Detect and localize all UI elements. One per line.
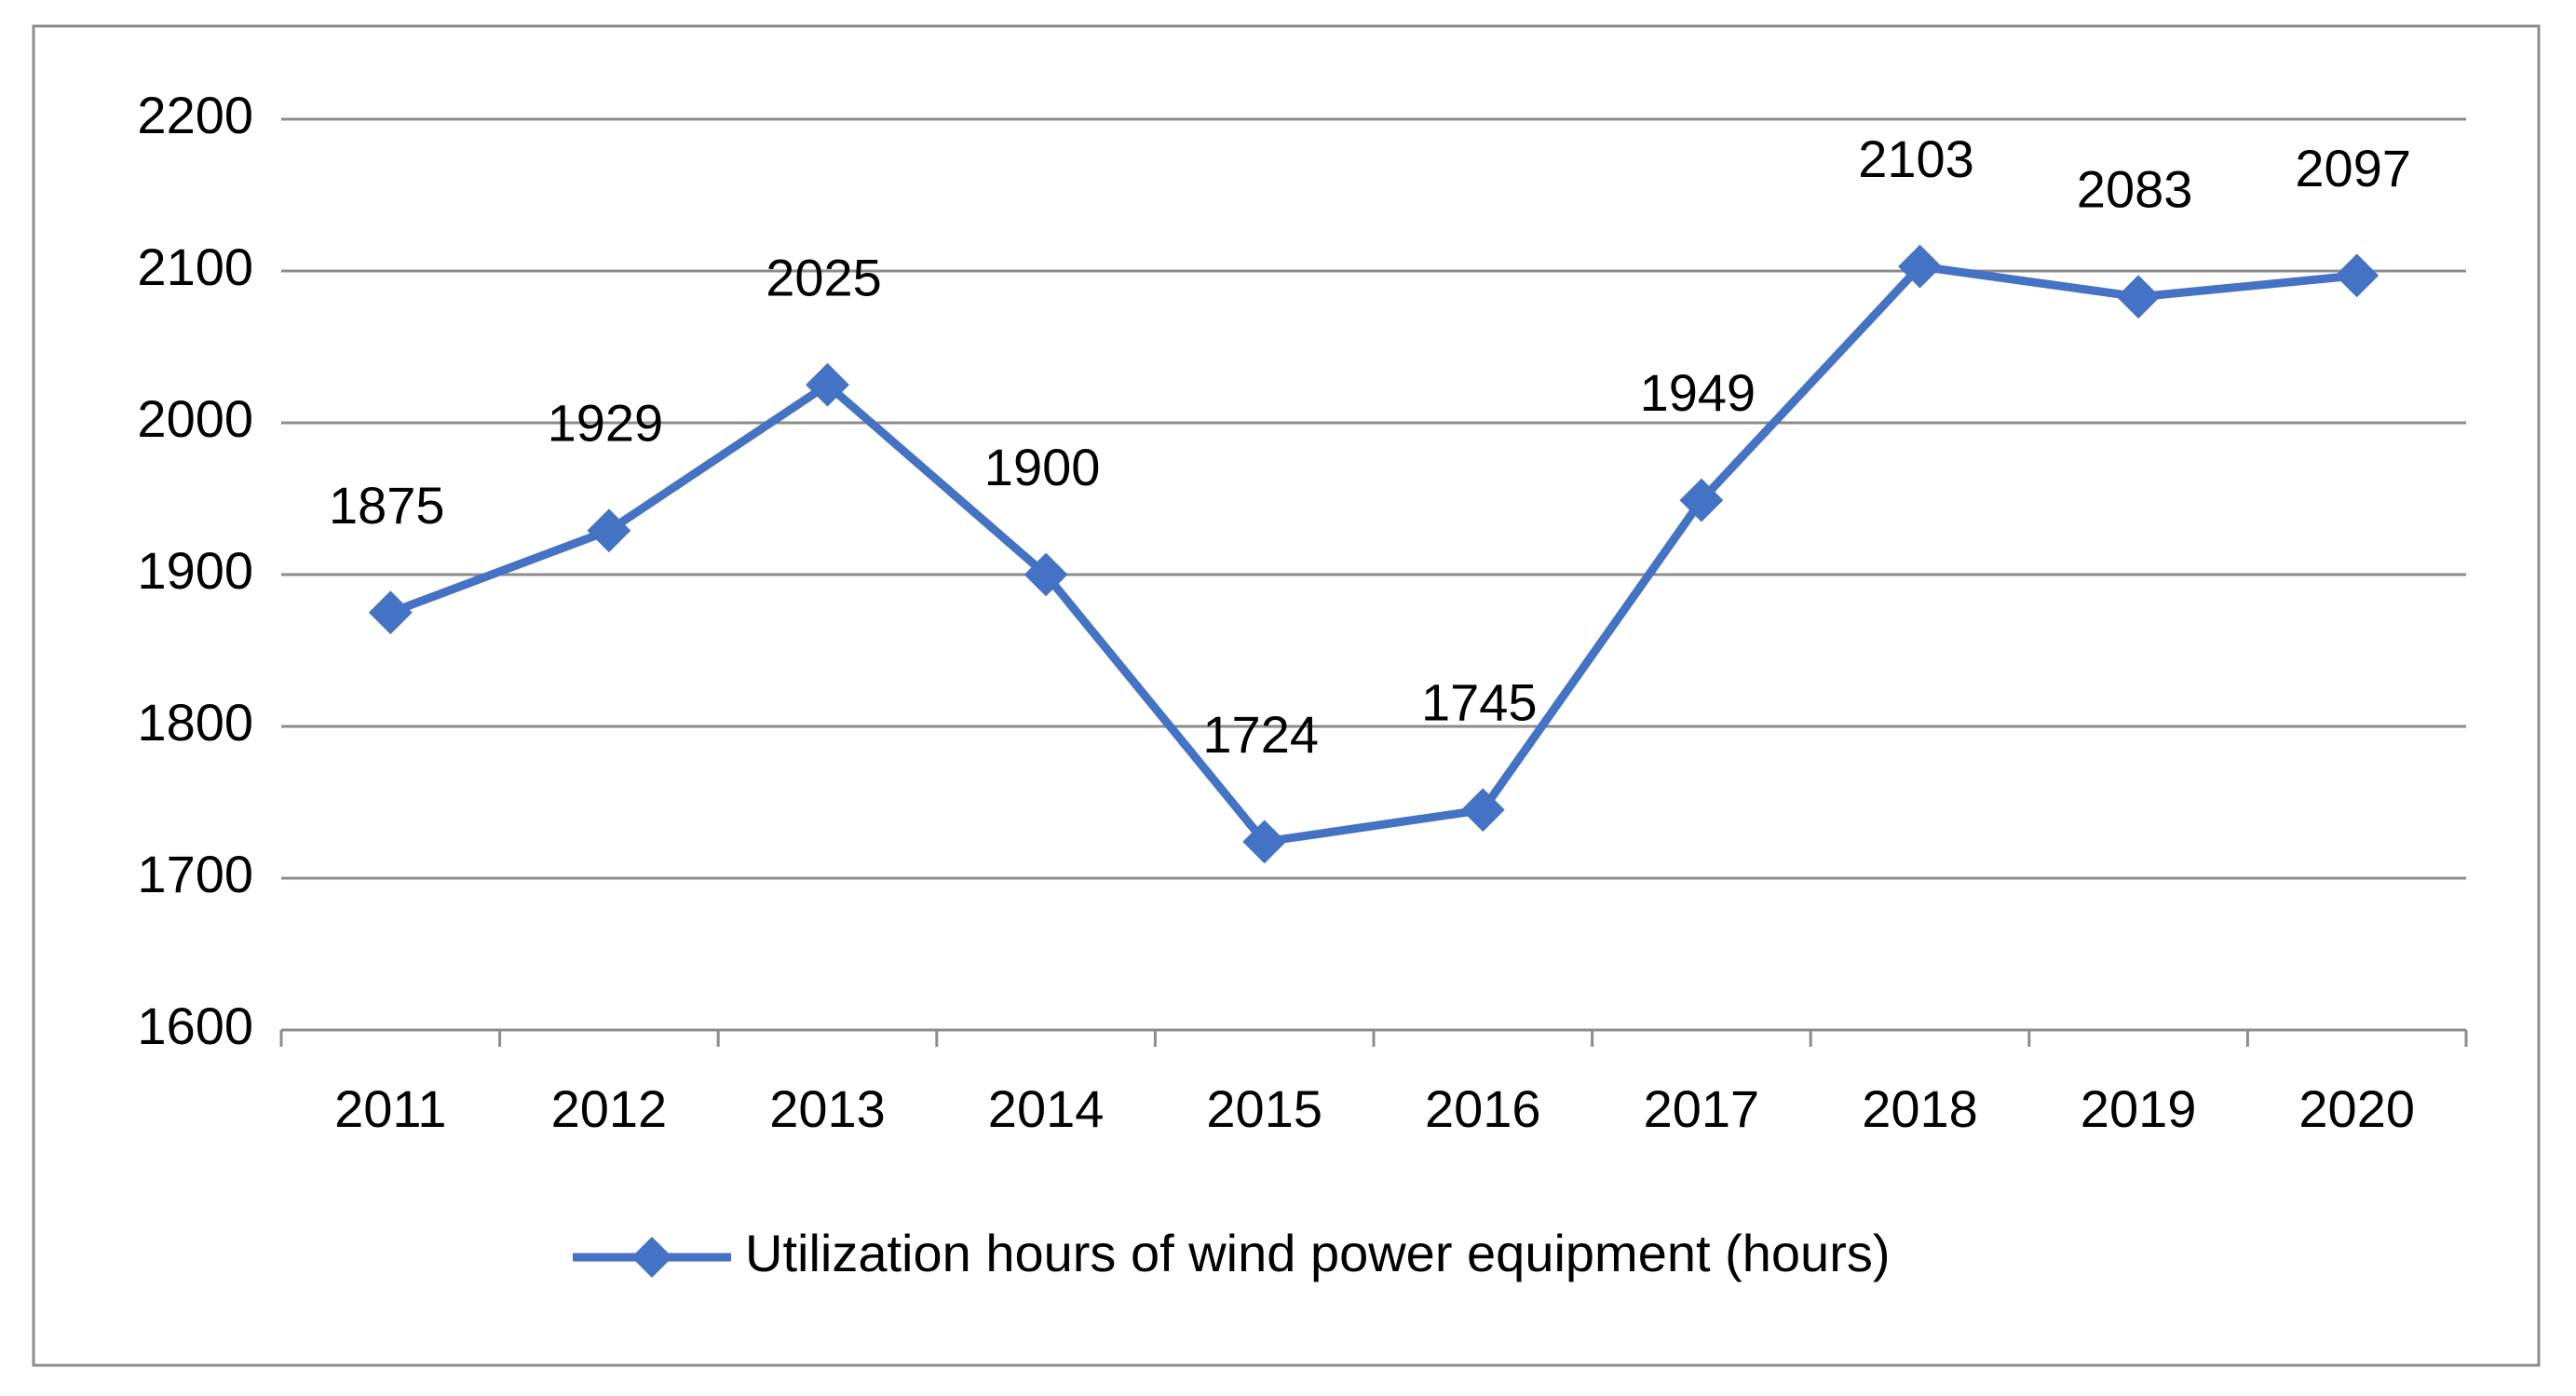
legend-label: Utilization hours of wind power equipmen… — [745, 1224, 1890, 1282]
data-point-2012 — [587, 508, 631, 553]
legend: Utilization hours of wind power equipmen… — [573, 1224, 1890, 1282]
y-tick-label: 2200 — [137, 86, 253, 144]
legend-marker-diamond — [631, 1237, 672, 1278]
x-tick-label-2013: 2013 — [769, 1079, 886, 1138]
data-point-2020 — [2335, 253, 2379, 298]
data-point-2013 — [806, 362, 849, 407]
data-label-2016: 1745 — [1421, 673, 1538, 732]
x-tick-label-2016: 2016 — [1425, 1079, 1541, 1138]
data-label-2011: 1875 — [329, 476, 445, 535]
data-label-2017: 1949 — [1640, 363, 1756, 422]
data-point-2011 — [368, 590, 413, 635]
x-tick-label-2019: 2019 — [2081, 1079, 2197, 1138]
x-tick-label-2014: 2014 — [988, 1079, 1105, 1138]
y-axis: 1600 1700 1800 1900 2000 2100 2200 — [137, 86, 253, 1055]
x-tick-label-2017: 2017 — [1644, 1079, 1760, 1138]
data-label-2015: 1724 — [1202, 705, 1319, 764]
gridlines — [281, 117, 2466, 880]
data-label-2012: 1929 — [548, 394, 664, 453]
data-label-2019: 2083 — [2077, 160, 2193, 219]
data-label-2014: 1900 — [984, 438, 1101, 496]
data-point-2017 — [1679, 478, 1724, 522]
data-point-2018 — [1898, 244, 1942, 289]
data-point-2014 — [1024, 552, 1068, 597]
x-tick-label-2011: 2011 — [334, 1079, 446, 1138]
y-tick-label: 2100 — [137, 237, 253, 296]
data-point-2016 — [1460, 788, 1505, 833]
x-axis — [279, 1028, 2468, 1047]
y-tick-label: 2000 — [137, 389, 253, 448]
series-group — [368, 244, 2379, 864]
data-label-2013: 2025 — [766, 248, 882, 306]
data-label-2020: 2097 — [2295, 139, 2411, 197]
x-tick-label-2012: 2012 — [551, 1079, 668, 1138]
y-tick-label: 1700 — [137, 845, 253, 903]
x-tick-label-2015: 2015 — [1206, 1079, 1322, 1138]
x-axis-labels: 2011 2012 2013 2014 2015 2016 2017 2018 2019 2020 — [334, 1079, 2415, 1138]
data-point-2015 — [1242, 820, 1287, 864]
data-point-2019 — [2116, 275, 2161, 319]
data-labels: 1875 1929 2025 1900 1724 1745 1949 2103 2083 2097 — [329, 129, 2411, 764]
x-tick-label-2020: 2020 — [2298, 1079, 2415, 1138]
y-tick-label: 1900 — [137, 541, 253, 600]
series-line — [388, 262, 2358, 847]
data-label-2018: 2103 — [1858, 129, 1974, 188]
chart-frame — [32, 24, 2541, 1367]
y-tick-label: 1800 — [137, 693, 253, 752]
y-tick-label: 1600 — [137, 996, 253, 1055]
x-tick-label-2018: 2018 — [1862, 1079, 1978, 1138]
